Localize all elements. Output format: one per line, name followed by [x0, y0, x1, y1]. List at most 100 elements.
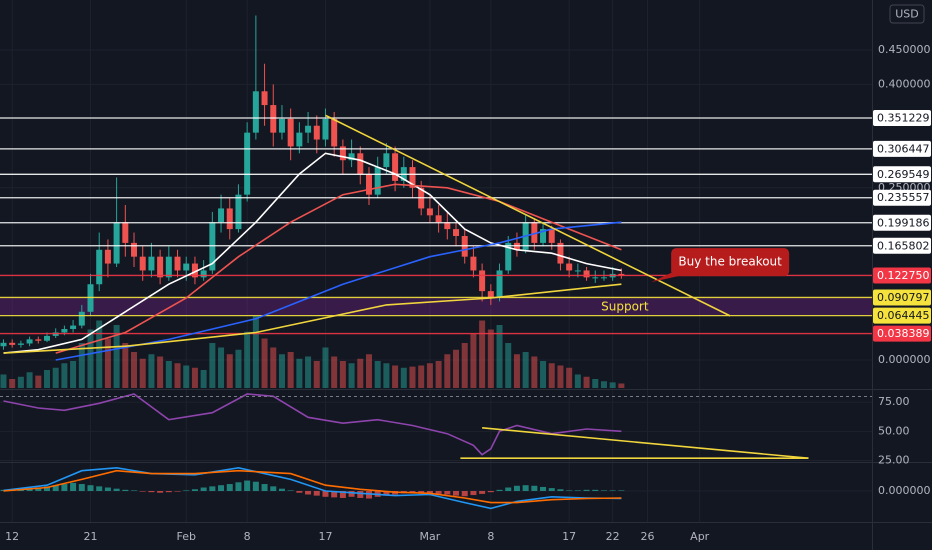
price-pane: Buy the breakout Support: [0, 15, 872, 388]
histogram-bar: [70, 482, 77, 491]
candle-body: [270, 105, 277, 133]
volume-bar: [374, 361, 381, 388]
histogram-bar: [278, 488, 285, 491]
callout-text: Buy the breakout: [678, 255, 782, 269]
volume-bar: [174, 363, 181, 388]
histogram-bar: [174, 491, 181, 492]
histogram-bar: [470, 491, 477, 496]
level-label-box: [873, 166, 931, 183]
histogram-bar: [505, 487, 512, 491]
candle-body: [183, 263, 190, 271]
trendline: [325, 114, 731, 317]
volume-bar: [348, 363, 355, 388]
histogram-bar: [357, 491, 364, 498]
y-tick-label: 0.000000: [878, 353, 931, 366]
candle-body: [426, 208, 433, 216]
volume-bar: [305, 356, 312, 388]
level-label: 0.351229: [877, 112, 930, 125]
volume-bar: [252, 316, 259, 388]
moving-average: [55, 221, 622, 361]
candle-body: [165, 256, 172, 278]
volume-bar: [270, 347, 277, 388]
candle-body: [322, 118, 329, 140]
histogram-bar: [270, 486, 277, 491]
candle-body: [43, 335, 50, 341]
candle-body: [566, 263, 573, 271]
volume-bar: [261, 338, 268, 388]
histogram-bar: [583, 489, 590, 491]
candle-body: [383, 153, 390, 168]
candle-body: [365, 173, 372, 195]
level-label-box: [873, 307, 931, 324]
candle-body: [157, 256, 164, 278]
candle-body: [444, 222, 451, 230]
candle-body: [139, 256, 146, 271]
zone: [0, 297, 872, 316]
histogram-bar: [331, 491, 338, 498]
volume-bar: [322, 347, 329, 388]
volume-bar: [470, 334, 477, 388]
volume-bar: [583, 376, 590, 388]
rsi-line: [3, 393, 622, 456]
histogram-bar: [104, 487, 111, 491]
histogram-bar: [191, 489, 198, 491]
histogram-bar: [252, 481, 259, 491]
volume-bar: [70, 361, 77, 388]
candle-body: [122, 222, 129, 243]
volume-bar: [17, 376, 24, 388]
currency-label[interactable]: USD: [895, 8, 919, 21]
volume-bar: [548, 363, 555, 388]
histogram-bar: [618, 490, 625, 491]
histogram-bar: [218, 485, 225, 491]
currency-button-frame[interactable]: [889, 4, 925, 24]
volume-bar: [566, 367, 573, 388]
volume-bar: [148, 354, 155, 388]
histogram-bar: [531, 485, 538, 491]
macd-pane: [0, 466, 625, 510]
candle-body: [191, 263, 198, 278]
volume-bar: [592, 379, 599, 388]
candle-body: [174, 256, 181, 271]
histogram-bar: [418, 491, 425, 493]
histogram-bar: [435, 491, 442, 494]
volume-bar: [87, 329, 94, 388]
candle-body: [531, 222, 538, 243]
candle-body: [313, 125, 320, 140]
x-tick-label: 21: [84, 530, 98, 543]
volume-bar: [557, 365, 564, 388]
candle-body: [505, 242, 512, 271]
histogram-bar: [52, 485, 59, 491]
candle-body: [453, 229, 460, 236]
candle-body: [113, 222, 120, 264]
level-label: 0.306447: [877, 142, 930, 155]
y-tick-label: 25.00: [878, 454, 910, 467]
candle-body: [435, 215, 442, 223]
level-label-box: [873, 110, 931, 127]
candle-body: [583, 270, 590, 278]
macd-line: [3, 466, 622, 510]
x-tick-label: 8: [244, 530, 251, 543]
volume-bar: [453, 349, 460, 388]
candle-body: [61, 329, 68, 333]
candle-body: [348, 153, 355, 161]
volume-bar: [244, 331, 251, 388]
volume-bar: [487, 329, 494, 388]
volume-bar: [218, 347, 225, 388]
volume-bar: [444, 354, 451, 388]
currency-button[interactable]: USD: [889, 4, 925, 24]
volume-bar: [122, 343, 129, 388]
x-tick-label: Mar: [420, 530, 441, 543]
histogram-bar: [165, 491, 172, 493]
volume-bar: [183, 365, 190, 388]
level-label-box: [873, 189, 931, 206]
histogram-bar: [261, 484, 268, 491]
volume-bar: [131, 352, 138, 388]
histogram-bar: [148, 491, 155, 493]
histogram-bar: [487, 491, 494, 493]
volume-bar: [209, 343, 216, 388]
histogram-bar: [322, 491, 329, 497]
candle-body: [470, 256, 477, 271]
level-label: 0.199186: [877, 216, 930, 229]
histogram-bar: [540, 486, 547, 491]
histogram-bar: [557, 489, 564, 491]
